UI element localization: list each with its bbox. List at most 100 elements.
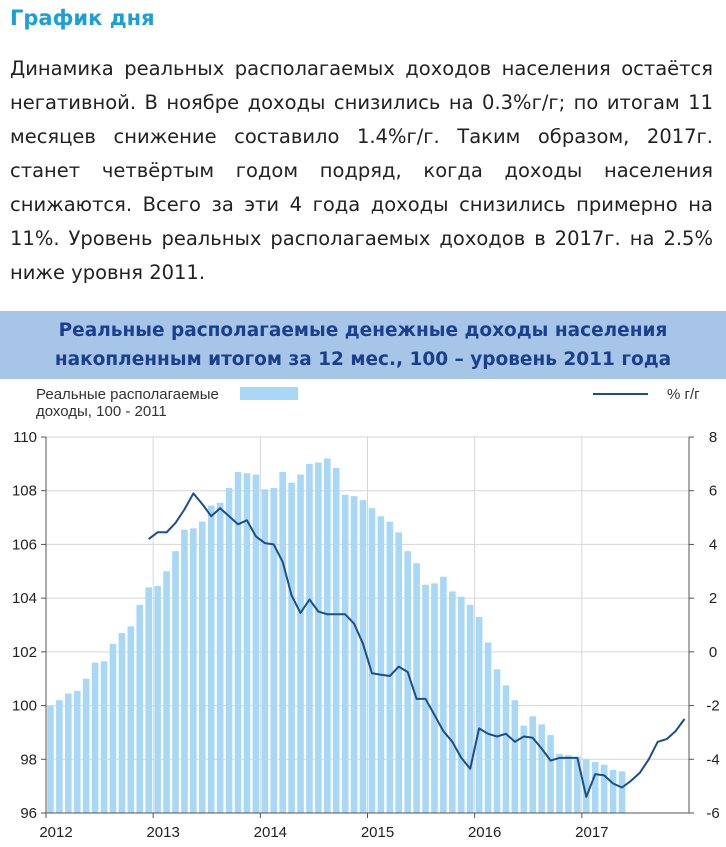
chart-title-line-2: накопленным итогом за 12 мес., 100 – уро… — [54, 349, 672, 370]
left-tick-label: 100 — [12, 698, 37, 715]
bar — [252, 474, 260, 813]
x-tick-label: 2014 — [254, 824, 287, 841]
x-tick-label: 2017 — [575, 824, 608, 841]
right-tick-label: 0 — [709, 644, 717, 661]
bar — [154, 586, 161, 813]
right-tick-label: 8 — [709, 429, 717, 446]
right-tick-label: -2 — [706, 698, 719, 715]
chart-title-line-1: Реальные располагаемые денежные доходы н… — [58, 320, 668, 341]
x-tick-label: 2015 — [361, 824, 394, 841]
bar — [190, 528, 197, 813]
left-tick-label: 106 — [12, 536, 37, 553]
bar — [100, 661, 108, 813]
bar — [279, 471, 286, 813]
bar — [65, 693, 72, 813]
bar — [145, 587, 153, 813]
x-tick-label: 2012 — [39, 824, 72, 841]
bar — [198, 521, 206, 813]
bar — [600, 764, 608, 813]
bar — [306, 463, 313, 813]
bar — [163, 571, 170, 813]
bar — [529, 716, 537, 813]
bar — [466, 604, 474, 813]
bar — [493, 669, 501, 813]
left-axis-ticks: 96 98 100 102 104 106 108 110 — [12, 429, 46, 822]
bar — [556, 753, 563, 813]
bar — [91, 662, 99, 813]
legend-bar-label-line-1: Реальные располагаемые — [36, 386, 219, 403]
left-tick-label: 102 — [12, 644, 37, 661]
bar — [341, 494, 349, 813]
right-tick-label: 2 — [709, 590, 717, 607]
bar — [431, 583, 438, 813]
bar — [386, 521, 394, 813]
bar — [449, 591, 456, 813]
bar — [582, 759, 590, 813]
legend: Реальные располагаемые доходы, 100 - 201… — [36, 386, 700, 420]
line-series — [148, 492, 686, 798]
bar — [297, 474, 304, 813]
bar — [618, 771, 626, 813]
bar — [136, 604, 144, 813]
page-title: График дня — [10, 6, 155, 30]
bar — [216, 502, 224, 813]
right-axis-ticks: -6 -4 -2 0 2 4 6 8 — [689, 429, 720, 822]
x-axis-ticks: 2012 2013 2014 2015 2016 2017 — [39, 813, 609, 841]
bar — [288, 482, 295, 813]
bar — [350, 496, 358, 813]
left-tick-label: 98 — [20, 751, 37, 768]
left-tick-label: 110 — [13, 429, 37, 446]
bar — [73, 690, 81, 813]
bar — [484, 642, 492, 813]
bar — [243, 473, 251, 813]
bar — [47, 705, 54, 813]
bar — [109, 643, 117, 813]
bar — [565, 755, 572, 813]
bar — [475, 616, 483, 813]
bar — [591, 761, 599, 813]
bar — [547, 735, 554, 813]
bar — [520, 725, 528, 813]
bar — [395, 532, 403, 813]
right-tick-label: -4 — [706, 751, 719, 768]
bar — [207, 505, 215, 813]
bar — [511, 700, 519, 813]
bar — [609, 770, 617, 813]
bar — [404, 551, 411, 813]
bar — [118, 633, 126, 813]
bar — [270, 488, 278, 813]
bar — [440, 576, 447, 813]
right-tick-label: -6 — [706, 805, 719, 822]
bar — [172, 551, 179, 813]
right-tick-label: 4 — [709, 536, 717, 553]
bar — [181, 529, 188, 813]
bar — [359, 500, 367, 813]
left-tick-label: 108 — [12, 483, 37, 500]
x-tick-label: 2016 — [468, 824, 501, 841]
left-tick-label: 96 — [20, 805, 37, 822]
chart-title: Реальные располагаемые денежные доходы н… — [0, 311, 726, 379]
bar — [82, 678, 90, 813]
bar — [225, 488, 233, 813]
legend-bar-label-line-2: доходы, 100 - 2011 — [36, 403, 167, 420]
bar — [315, 462, 322, 813]
bar — [332, 467, 340, 813]
bar — [324, 458, 331, 813]
legend-line-label: % г/г — [667, 386, 700, 403]
legend-bar-swatch — [240, 387, 298, 400]
right-tick-label: 6 — [709, 483, 717, 500]
income-chart: Реальные располагаемые доходы, 100 - 201… — [12, 386, 720, 841]
bar — [368, 508, 376, 813]
bar — [127, 626, 135, 813]
bar — [574, 756, 581, 813]
line-path — [148, 492, 686, 798]
intro-paragraph: Динамика реальных располагаемых доходов … — [10, 57, 713, 284]
bar — [457, 596, 465, 813]
x-tick-label: 2013 — [146, 824, 179, 841]
left-tick-label: 104 — [12, 590, 37, 607]
bar — [377, 516, 385, 813]
bar — [56, 700, 63, 813]
bar — [538, 724, 545, 813]
bar — [502, 685, 510, 813]
bar — [413, 563, 420, 813]
